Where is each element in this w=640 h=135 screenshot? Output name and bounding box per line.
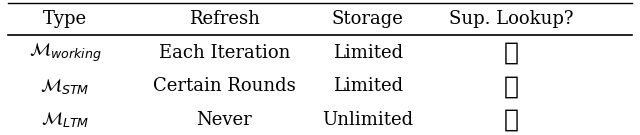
Text: ✓: ✓ [504, 74, 518, 98]
Text: $\mathcal{M}_{LTM}$: $\mathcal{M}_{LTM}$ [41, 110, 90, 129]
Text: Sup. Lookup?: Sup. Lookup? [449, 10, 573, 28]
Text: Each Iteration: Each Iteration [159, 44, 290, 62]
Text: ✗: ✗ [504, 41, 518, 65]
Text: Refresh: Refresh [189, 10, 260, 28]
Text: $\mathcal{M}_{STM}$: $\mathcal{M}_{STM}$ [40, 77, 90, 96]
Text: Limited: Limited [333, 44, 403, 62]
Text: Storage: Storage [332, 10, 404, 28]
Text: $\mathcal{M}_{working}$: $\mathcal{M}_{working}$ [29, 42, 102, 64]
Text: ✓: ✓ [504, 108, 518, 132]
Text: Limited: Limited [333, 77, 403, 95]
Text: Type: Type [43, 10, 87, 28]
Text: Never: Never [196, 111, 252, 129]
Text: Certain Rounds: Certain Rounds [153, 77, 296, 95]
Text: Unlimited: Unlimited [322, 111, 413, 129]
